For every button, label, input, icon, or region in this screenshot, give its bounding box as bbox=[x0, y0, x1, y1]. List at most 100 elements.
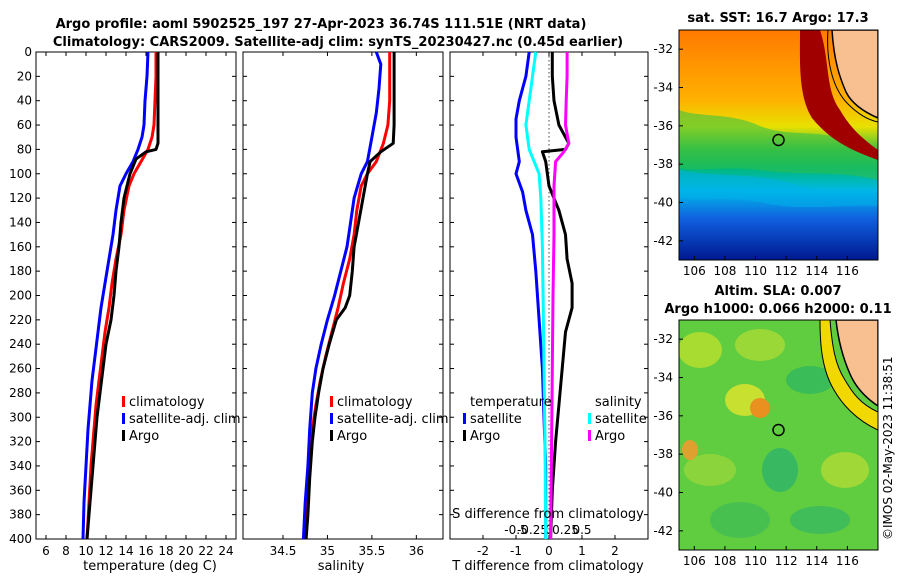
y-tick-label: 100 bbox=[9, 167, 32, 181]
series-line-satellite-adj-clim bbox=[81, 51, 150, 540]
map-x-tick-label: 112 bbox=[775, 264, 798, 278]
x-tick-label: 16 bbox=[138, 544, 153, 558]
series-line-argo bbox=[304, 52, 396, 540]
x-tick-label: 6 bbox=[42, 544, 50, 558]
x2-tick-label: 0.5 bbox=[572, 523, 591, 537]
legend-swatch-argo bbox=[330, 430, 333, 441]
x2-tick-label: 0 bbox=[545, 523, 553, 537]
x2-tick-label: -0.5 bbox=[504, 523, 527, 537]
x-tick-label: 18 bbox=[158, 544, 173, 558]
legend-swatch-argo bbox=[122, 430, 125, 441]
map-y-tick-label: -40 bbox=[653, 196, 673, 210]
sla-map-title-2: Argo h1000: 0.066 h2000: 0.11 bbox=[664, 302, 891, 317]
legend-swatch-satellite bbox=[330, 413, 333, 424]
map-y-tick-label: -40 bbox=[653, 486, 673, 500]
temperature-panel: 0 20 40 60 80 100 120 140 160 180 200 220 240 260 280 3… bbox=[9, 45, 241, 574]
x-tick-label: 35 bbox=[320, 544, 335, 558]
series-line-argo bbox=[85, 52, 160, 540]
title-line-1: Argo profile: aoml 5902525_197 27-Apr-20… bbox=[56, 17, 587, 32]
difference-panel: -2 -1 0 1 2-0.5-0.250 0.250.5 T difference fr… bbox=[449, 51, 649, 574]
y-tick-label: 360 bbox=[9, 483, 32, 497]
series-line-temperature-argo bbox=[540, 52, 574, 540]
series-line-salinity-argo bbox=[549, 52, 571, 540]
x-tick-label: 0 bbox=[545, 544, 553, 558]
legend-label: Argo bbox=[470, 429, 500, 444]
map-y-tick-label: -42 bbox=[653, 234, 673, 248]
salinity-legend: climatology satellite-adj. clim Argo bbox=[330, 395, 449, 444]
y-tick-label: 80 bbox=[17, 142, 32, 156]
legend-label: satellite bbox=[470, 412, 522, 427]
y-tick-label: 260 bbox=[9, 362, 32, 376]
legend-heading-salinity: salinity bbox=[595, 395, 642, 410]
legend-swatch-sal-argo bbox=[588, 430, 591, 441]
temperature-legend: climatology satellite-adj. clim Argo bbox=[122, 395, 241, 444]
series-line-satellite-adj-clim bbox=[301, 51, 383, 540]
legend-swatch-temp-satellite bbox=[463, 413, 466, 424]
map-x-tick-label: 108 bbox=[713, 554, 736, 568]
map-x-tick-label: 110 bbox=[744, 264, 767, 278]
map-x-tick-label: 106 bbox=[683, 554, 706, 568]
sla-map-image bbox=[679, 320, 878, 550]
legend-label: Argo bbox=[337, 429, 367, 444]
y-tick-label: 380 bbox=[9, 508, 32, 522]
x-tick-label: -2 bbox=[477, 544, 489, 558]
map-y-tick-label: -42 bbox=[653, 524, 673, 538]
y-tick-label: 180 bbox=[9, 264, 32, 278]
x-tick-label: 35.5 bbox=[359, 544, 386, 558]
y-tick-label: 340 bbox=[9, 459, 32, 473]
difference-x2label: S difference from climatology bbox=[452, 507, 644, 522]
y-tick-label: 0 bbox=[24, 45, 32, 59]
x-tick-label: 20 bbox=[178, 544, 193, 558]
x-tick-label: 12 bbox=[98, 544, 113, 558]
y-tick-label: 160 bbox=[9, 240, 32, 254]
x-tick-label: 14 bbox=[118, 544, 133, 558]
legend-label: climatology bbox=[129, 395, 205, 410]
legend-swatch-climatology bbox=[330, 396, 333, 407]
sst-map-frame bbox=[678, 29, 879, 261]
y-tick-label: 60 bbox=[17, 118, 32, 132]
map-x-tick-label: 110 bbox=[744, 554, 767, 568]
map-y-tick-label: -32 bbox=[653, 332, 673, 346]
x2-tick-label: -0.25 bbox=[517, 523, 548, 537]
map-y-tick-label: -32 bbox=[653, 42, 673, 56]
y-tick-label: 320 bbox=[9, 435, 32, 449]
x-tick-label: 10 bbox=[78, 544, 93, 558]
y-tick-label: 120 bbox=[9, 191, 32, 205]
map-x-tick-label: 112 bbox=[775, 554, 798, 568]
legend-swatch-temp-argo bbox=[463, 430, 466, 441]
temperature-xlabel: temperature (deg C) bbox=[83, 559, 217, 574]
legend-label: satellite bbox=[595, 412, 647, 427]
sst-map-title: sat. SST: 16.7 Argo: 17.3 bbox=[687, 11, 868, 26]
y-tick-label: 240 bbox=[9, 337, 32, 351]
x-tick-label: 24 bbox=[218, 544, 233, 558]
x-tick-label: 8 bbox=[62, 544, 70, 558]
y-tick-label: 200 bbox=[9, 289, 32, 303]
legend-heading-temperature: temperature bbox=[470, 395, 552, 410]
series-line-salinity-satellite bbox=[524, 51, 548, 540]
y-tick-label: 40 bbox=[17, 94, 32, 108]
x-tick-label: 22 bbox=[198, 544, 213, 558]
x-tick-label: 36 bbox=[409, 544, 424, 558]
float-position-marker bbox=[772, 133, 785, 147]
y-tick-label: 20 bbox=[17, 69, 32, 83]
salinity-panel: 34.5 35 35.5 36 salinity climatology satell… bbox=[242, 51, 449, 574]
salinity-xlabel: salinity bbox=[318, 559, 365, 574]
sst-map-panel: sat. SST: 16.7 Argo: 17.3 106 108 110 112 11… bbox=[653, 11, 879, 278]
map-x-tick-label: 114 bbox=[805, 264, 828, 278]
y-tick-label: 300 bbox=[9, 410, 32, 424]
legend-swatch-satellite bbox=[122, 413, 125, 424]
map-x-tick-label: 116 bbox=[836, 554, 859, 568]
salinity-axes bbox=[242, 51, 444, 540]
x-tick-label: 2 bbox=[611, 544, 619, 558]
y-tick-label: 400 bbox=[9, 532, 32, 546]
legend-label: satellite-adj. clim bbox=[129, 412, 241, 427]
legend-label: Argo bbox=[595, 429, 625, 444]
map-y-tick-label: -38 bbox=[653, 157, 673, 171]
x-tick-label: -1 bbox=[510, 544, 522, 558]
sla-map-panel: Altim. SLA: 0.007 Argo h1000: 0.066 h200… bbox=[653, 284, 891, 568]
sla-map-title-1: Altim. SLA: 0.007 bbox=[715, 284, 842, 299]
y-tick-label: 140 bbox=[9, 215, 32, 229]
map-y-tick-label: -34 bbox=[653, 371, 673, 385]
legend-swatch-sal-satellite bbox=[588, 413, 591, 424]
map-x-tick-label: 108 bbox=[713, 264, 736, 278]
